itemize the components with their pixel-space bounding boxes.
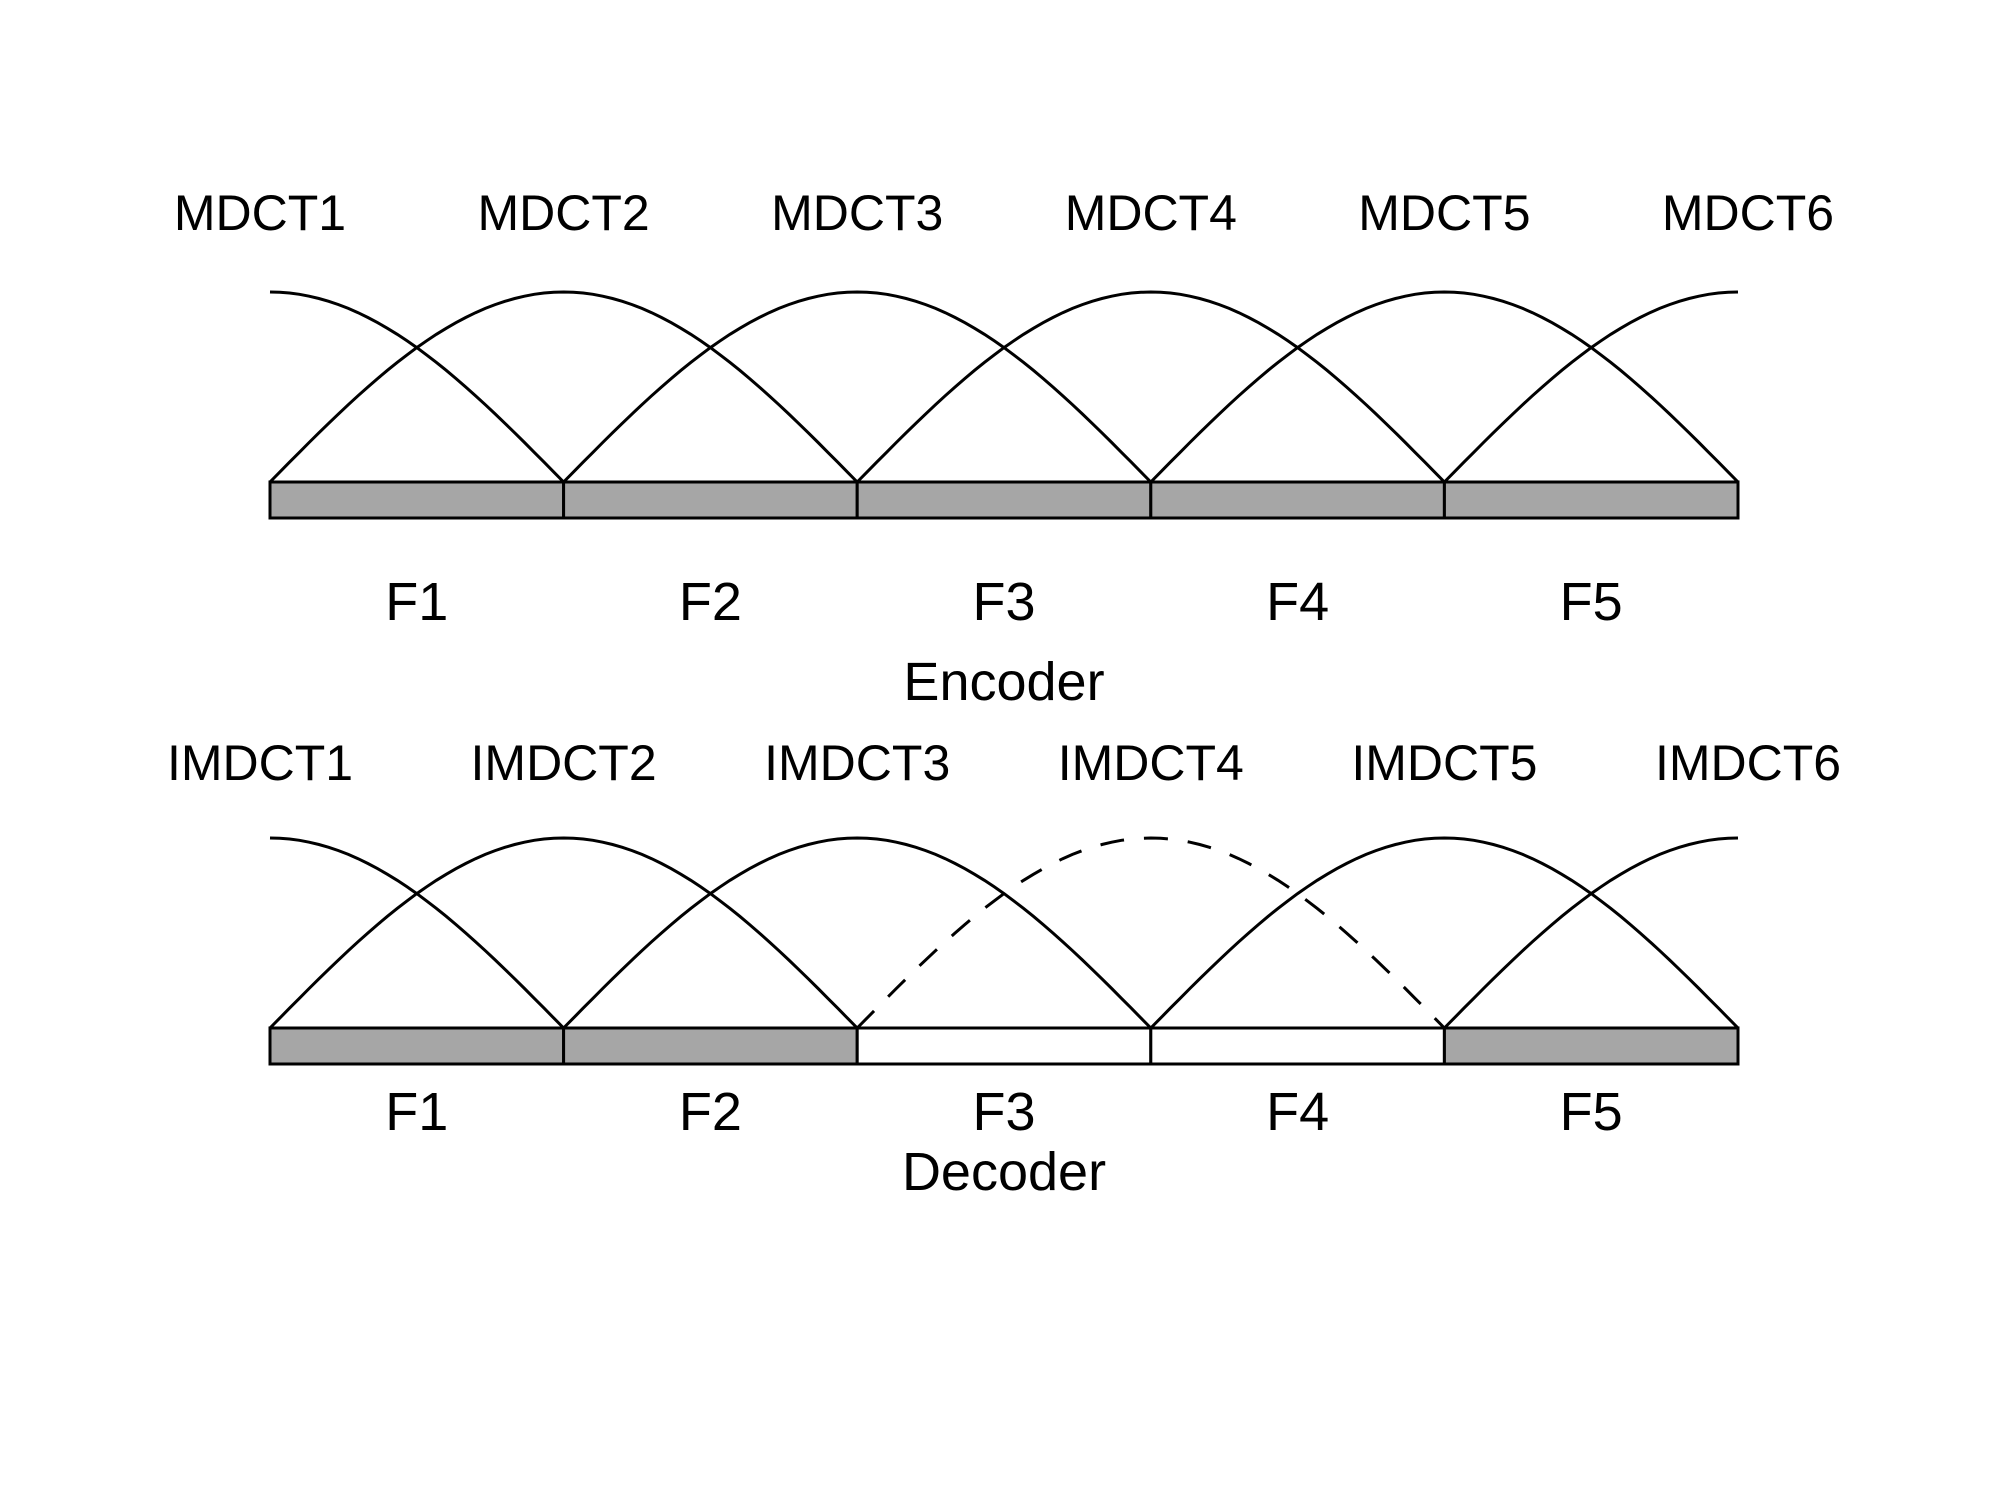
decoder-frame-label-1: F1 bbox=[385, 1082, 448, 1142]
decoder-window-1 bbox=[270, 838, 564, 1028]
encoder-window-4 bbox=[857, 292, 1444, 482]
encoder-top-label-5: MDCT5 bbox=[1358, 185, 1530, 241]
decoder-top-label-1: IMDCT1 bbox=[167, 735, 353, 791]
encoder-window-6 bbox=[1444, 292, 1738, 482]
decoder-window-4 bbox=[857, 838, 1444, 1028]
encoder-top-label-2: MDCT2 bbox=[477, 185, 649, 241]
decoder-top-label-2: IMDCT2 bbox=[471, 735, 657, 791]
encoder-frame-2 bbox=[564, 482, 858, 518]
encoder-frame-3 bbox=[857, 482, 1151, 518]
decoder-frame-5 bbox=[1444, 1028, 1738, 1064]
encoder-top-label-1: MDCT1 bbox=[174, 185, 346, 241]
decoder-top-label-5: IMDCT5 bbox=[1351, 735, 1537, 791]
encoder-frame-label-4: F4 bbox=[1266, 572, 1329, 632]
encoder-window-3 bbox=[564, 292, 1151, 482]
decoder-window-3 bbox=[564, 838, 1151, 1028]
encoder-frame-5 bbox=[1444, 482, 1738, 518]
decoder-top-label-4: IMDCT4 bbox=[1058, 735, 1244, 791]
decoder-frame-2 bbox=[564, 1028, 858, 1064]
encoder-top-label-3: MDCT3 bbox=[771, 185, 943, 241]
encoder-window-1 bbox=[270, 292, 564, 482]
encoder-frame-label-2: F2 bbox=[679, 572, 742, 632]
decoder-frame-4 bbox=[1151, 1028, 1445, 1064]
encoder-window-5 bbox=[1151, 292, 1738, 482]
encoder-frame-4 bbox=[1151, 482, 1445, 518]
decoder-top-label-3: IMDCT3 bbox=[764, 735, 950, 791]
decoder-frame-1 bbox=[270, 1028, 564, 1064]
encoder-frame-label-5: F5 bbox=[1560, 572, 1623, 632]
encoder-window-2 bbox=[270, 292, 857, 482]
encoder-title: Encoder bbox=[903, 652, 1104, 712]
decoder-frame-label-2: F2 bbox=[679, 1082, 742, 1142]
decoder-top-label-6: IMDCT6 bbox=[1655, 735, 1841, 791]
decoder-frame-3 bbox=[857, 1028, 1151, 1064]
decoder-window-5 bbox=[1151, 838, 1738, 1028]
encoder-frame-label-3: F3 bbox=[972, 572, 1035, 632]
decoder-window-2 bbox=[270, 838, 857, 1028]
decoder-title: Decoder bbox=[902, 1142, 1106, 1202]
encoder-frame-label-1: F1 bbox=[385, 572, 448, 632]
decoder-window-6 bbox=[1444, 838, 1738, 1028]
encoder-top-label-4: MDCT4 bbox=[1065, 185, 1237, 241]
encoder-top-label-6: MDCT6 bbox=[1662, 185, 1834, 241]
encoder-frame-1 bbox=[270, 482, 564, 518]
decoder-frame-label-3: F3 bbox=[972, 1082, 1035, 1142]
decoder-frame-label-5: F5 bbox=[1560, 1082, 1623, 1142]
decoder-frame-label-4: F4 bbox=[1266, 1082, 1329, 1142]
